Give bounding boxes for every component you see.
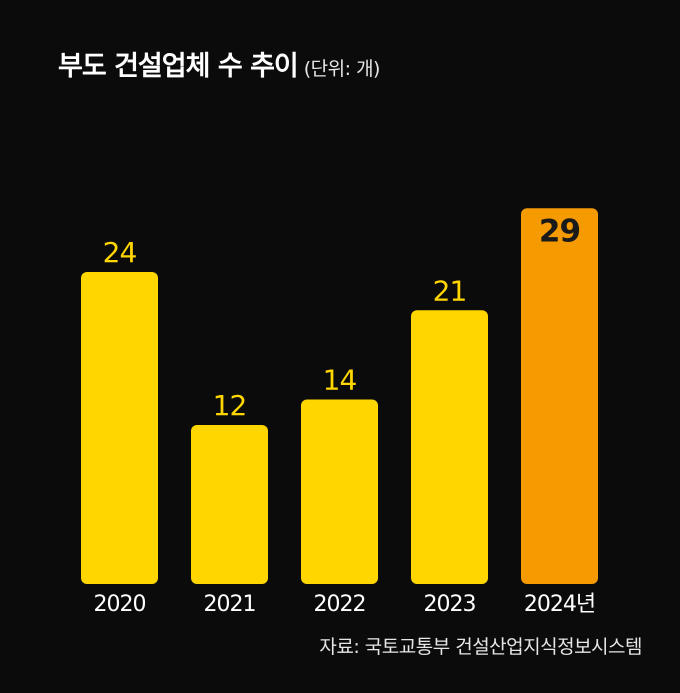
category-label-2021: 2021 [204, 592, 256, 617]
bar-base-2023 [411, 572, 488, 578]
category-label-2022: 2022 [314, 592, 366, 617]
bar-2023 [411, 310, 488, 584]
source-note: 자료: 국토교통부 건설산업지식정보시스템 [319, 636, 642, 658]
chart-title-block: 부도 건설업체 수 추이 (단위: 개) [58, 44, 380, 83]
category-label-2023: 2023 [424, 592, 476, 617]
category-label-2024년: 2024년 [524, 592, 595, 617]
bar-base-2024년 [521, 572, 598, 578]
value-label-2020: 24 [103, 236, 137, 269]
value-label-2024년: 29 [539, 213, 580, 249]
unit-label: (단위: 개) [303, 58, 381, 80]
bar-2024년 [521, 208, 598, 584]
bar-base-2020 [81, 572, 158, 578]
bar-2022 [301, 399, 378, 584]
chart-title: 부도 건설업체 수 추이 [58, 51, 299, 82]
bar-2020 [81, 272, 158, 584]
bar-base-2021 [191, 572, 268, 578]
bar-2021 [191, 425, 268, 584]
category-label-2020: 2020 [94, 592, 146, 617]
bar-base-2022 [301, 572, 378, 578]
value-label-2021: 12 [213, 389, 247, 422]
value-label-2023: 21 [433, 274, 467, 307]
value-label-2022: 14 [323, 364, 357, 397]
